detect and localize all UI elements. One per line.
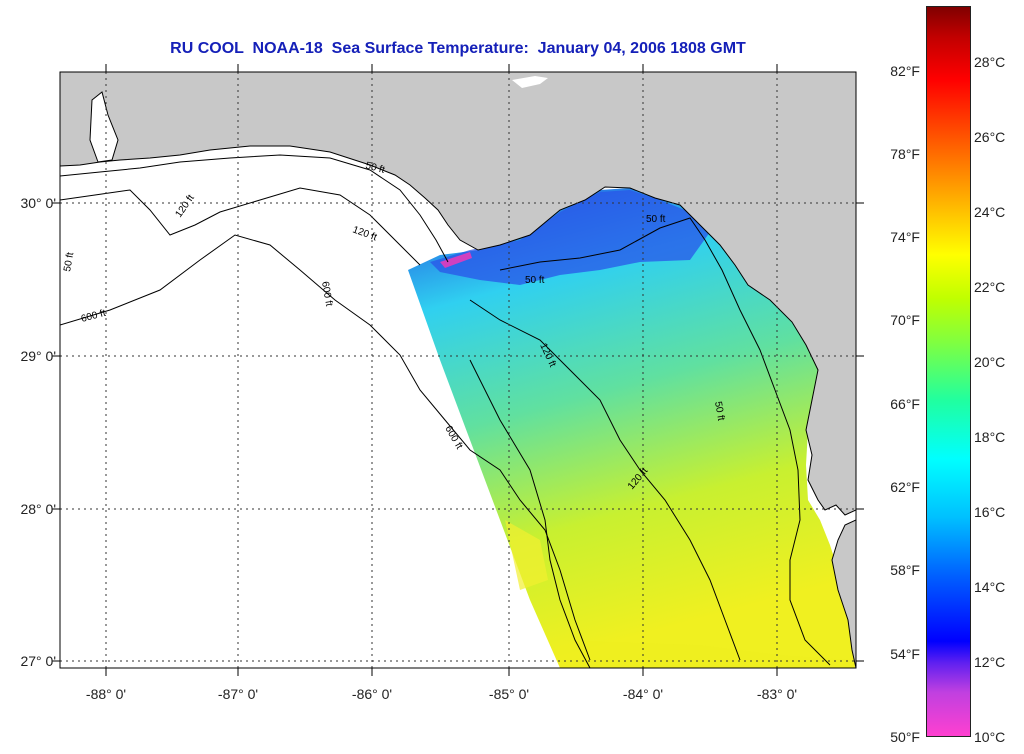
land-mass [60,72,856,516]
pink-anomaly [440,252,472,268]
fahrenheit-label: 78°F [890,145,920,162]
contour-label: 600 ft [319,281,334,308]
warm-patch [505,520,548,590]
contour-120ft-west [60,187,421,266]
island-speck [512,76,548,88]
celsius-label: 20°C [974,354,1006,371]
land-southeast [831,519,856,668]
fahrenheit-label: 66°F [890,395,920,412]
celsius-label: 14°C [974,579,1006,596]
contour-600ft-west [60,234,591,661]
contour-50ft-west [60,154,449,263]
cold-nearshore [430,190,710,285]
grid-lines [60,72,856,668]
celsius-label: 18°C [974,429,1006,446]
lon-label-86: -86° 0' [351,686,393,702]
celsius-label: 22°C [974,279,1006,296]
fahrenheit-label: 82°F [890,62,920,79]
lon-label-88: -88° 0' [85,686,127,702]
depth-contours [60,154,831,668]
contour-50ft-east [499,217,831,666]
lon-label-85: -85° 0' [488,686,530,702]
celsius-label: 28°C [974,54,1006,71]
contour-label: 50 ft [525,275,545,286]
lon-label-83: -83° 0' [756,686,798,702]
contour-600ft-east [469,359,591,668]
temperature-colorbar [926,6,971,737]
fahrenheit-label: 70°F [890,312,920,329]
contour-label: 50 ft [712,401,726,422]
fahrenheit-label: 62°F [890,479,920,496]
lon-label-84: -84° 0' [622,686,664,702]
celsius-label: 12°C [974,654,1006,671]
contour-120ft-east [469,299,741,661]
lon-label-87: -87° 0' [217,686,259,702]
lat-label-30: 30° 0' [20,195,56,211]
contour-label: 50 ft [62,251,76,272]
celsius-label: 10°C [974,729,1006,745]
fahrenheit-label: 54°F [890,645,920,662]
fahrenheit-label: 74°F [890,229,920,246]
celsius-label: 24°C [974,204,1006,221]
contour-label: 50 ft [364,160,386,176]
celsius-label: 16°C [974,504,1006,521]
map-frame [59,71,857,669]
map-title: RU COOL NOAA-18 Sea Surface Temperature:… [170,40,746,57]
lat-label-27: 27° 0' [20,653,56,669]
celsius-label: 26°C [974,129,1006,146]
mobile-bay [89,91,119,163]
frame-ticks [52,64,864,676]
lat-label-29: 29° 0' [20,348,56,364]
fahrenheit-label: 58°F [890,562,920,579]
contour-label: 50 ft [646,214,666,225]
fahrenheit-label: 50°F [890,729,920,745]
lat-label-28: 28° 0' [20,501,56,517]
